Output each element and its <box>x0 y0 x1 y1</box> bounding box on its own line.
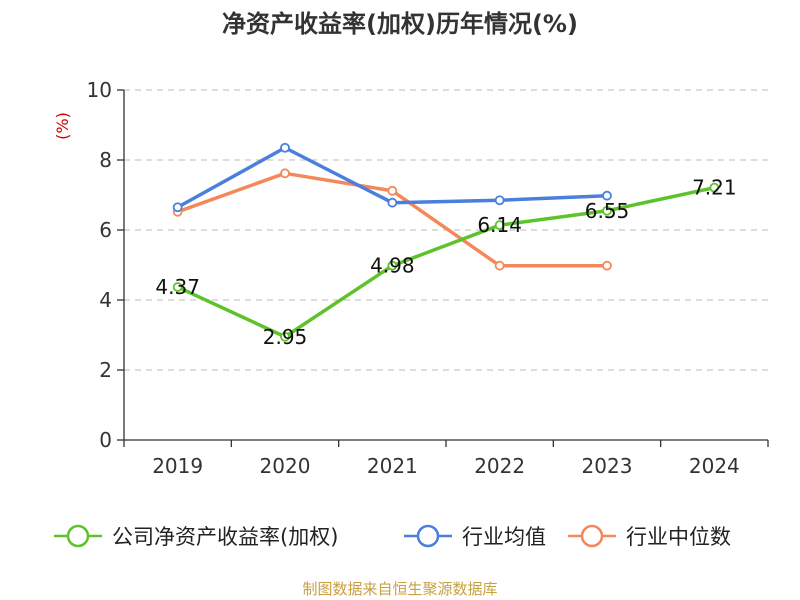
point-s1-2019 <box>172 202 183 213</box>
legend-item-2[interactable]: 行业中位数 <box>568 524 731 549</box>
x-tick-label-2024: 2024 <box>689 454 740 478</box>
point-s2-2020 <box>280 168 290 179</box>
series-0 <box>172 182 720 342</box>
data-label-2020: 2.95 <box>263 325 308 349</box>
legend[interactable]: 公司净资产收益率(加权) 行业均值 行业中位数 <box>54 524 731 549</box>
legend-item-1[interactable]: 行业均值 <box>404 524 546 549</box>
legend-label-0: 公司净资产收益率(加权) <box>112 525 338 549</box>
point-s0-2022 <box>494 220 505 231</box>
data-label-2021: 4.98 <box>370 254 415 278</box>
data-labels: 4.37 2.95 4.98 6.14 6.55 7.21 <box>155 176 736 349</box>
point-s1-2023 <box>602 190 612 201</box>
y-tick-label-8: 8 <box>99 148 112 172</box>
point-s2-2021 <box>387 185 398 196</box>
point-s0-2024 <box>709 182 720 193</box>
axes: 0 2 4 6 8 10 2019 2020 2021 2022 2023 2024 <box>87 78 769 478</box>
data-source-note: 制图数据来自恒生聚源数据库 <box>302 580 497 598</box>
x-tick-label-2019: 2019 <box>152 454 203 478</box>
legend-marker-1 <box>416 524 440 548</box>
y-axis-unit-label: (%) <box>53 112 72 140</box>
point-s0-2020 <box>280 331 290 342</box>
series-line-0 <box>176 185 715 339</box>
point-s1-2022 <box>494 195 505 206</box>
legend-item-0[interactable]: 公司净资产收益率(加权) <box>54 524 338 549</box>
y-tick-label-4: 4 <box>99 288 112 312</box>
point-s0-2023 <box>602 205 612 216</box>
point-s1-2021 <box>387 197 398 208</box>
point-s0-2019 <box>172 282 183 292</box>
series-2 <box>172 168 612 271</box>
y-tick-label-2: 2 <box>99 358 112 382</box>
x-tick-label-2021: 2021 <box>367 454 418 478</box>
point-s2-2022 <box>494 260 505 271</box>
point-s0-2021 <box>387 260 398 271</box>
y-tick-label-10: 10 <box>87 78 112 102</box>
data-label-2024: 7.21 <box>692 176 737 200</box>
series-lines <box>172 142 720 342</box>
legend-marker-2 <box>580 524 604 548</box>
data-label-2019: 4.37 <box>155 275 200 299</box>
data-label-2022: 6.14 <box>477 213 522 237</box>
legend-label-2: 行业中位数 <box>626 525 731 549</box>
series-1 <box>172 142 612 213</box>
x-tick-label-2022: 2022 <box>474 454 525 478</box>
point-s2-2023 <box>602 260 612 271</box>
y-tick-label-6: 6 <box>99 218 112 242</box>
legend-marker-0 <box>66 524 90 548</box>
chart-title: 净资产收益率(加权)历年情况(%) <box>222 10 578 38</box>
legend-label-1: 行业均值 <box>462 525 546 549</box>
x-tick-label-2023: 2023 <box>582 454 633 478</box>
y-tick-label-0: 0 <box>99 428 112 452</box>
x-tick-label-2020: 2020 <box>260 454 311 478</box>
data-label-2023: 6.55 <box>585 199 630 223</box>
point-s1-2020 <box>280 142 290 153</box>
